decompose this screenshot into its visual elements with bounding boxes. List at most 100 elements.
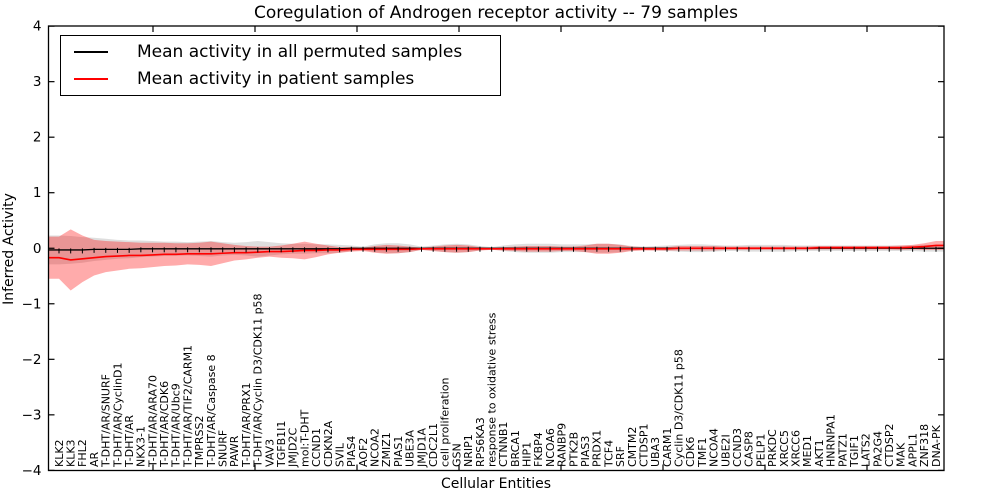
x-tick-label: PIAS1 [392,436,405,467]
x-tick-label: CCND3 [731,428,744,467]
chart-title: Coregulation of Androgen receptor activi… [253,3,739,23]
y-tick-label: 0 [33,241,42,257]
x-tick-label: PATZ1 [836,433,849,467]
x-tick-label: UBE2I [719,434,732,467]
x-tick-label: CCND1 [310,428,323,467]
y-tick-label: −4 [22,463,42,479]
x-tick-label: CDK6 [684,437,697,467]
x-tick-label: TCF4 [602,440,615,468]
x-tick-label: NCOA4 [708,428,721,467]
x-tick-label: APPL1 [906,433,919,467]
x-tick-label: mol:T-DHT [298,409,311,467]
x-tick-label: PRDX1 [591,430,604,467]
x-tick-label: NRIP1 [462,434,475,467]
x-tick-label: KLK3 [64,439,77,467]
x-tick-label: HIP1 [521,442,534,467]
x-tick-label: T-DHT/AR/Ubc9 [170,383,183,468]
x-tick-label: NCOA2 [369,428,382,467]
x-tick-label: T-DHT/AR/SNURF [100,374,113,468]
x-tick-label: PELP1 [754,434,767,467]
y-tick-label: 4 [33,19,42,35]
x-tick-label: RPS6KA3 [474,417,487,467]
permuted-band [48,235,944,265]
x-tick-label: ZNF318 [918,424,931,467]
x-tick-label: JMJD1A [415,428,428,468]
x-tick-label: response to oxidative stress [485,312,498,467]
y-tick-label: −3 [22,407,42,423]
x-tick-label: PTK2B [567,432,580,467]
x-tick-label: SRF [614,446,627,467]
x-tick-label: CMTM2 [626,427,639,467]
x-tick-label: DNA-PK [930,424,943,467]
y-tick-label: −1 [22,296,42,312]
x-tick-label: T-DHT/AR/CDK6 [158,381,171,468]
patient-band [48,229,944,291]
patient-mean-line [48,244,944,261]
x-tick-label: cell proliferation [439,377,452,467]
x-tick-label: AR [88,451,101,467]
x-tick-label: CTDSP1 [637,424,650,467]
x-tick-label: CDKN2A [322,420,335,467]
x-tick-label: BRCA1 [509,430,522,467]
x-tick-label: TMPRSS2 [193,416,206,468]
x-tick-label: T-DHT/AR/ARA70 [146,375,159,468]
x-tick-label: VAV3 [263,439,276,467]
x-tick-label: PA2G4 [871,431,884,467]
legend-item-patient: Mean activity in patient samples [61,66,500,94]
x-axis-label: Cellular Entities [440,476,552,492]
x-tick-label: HNRNPA1 [825,414,838,467]
x-tick-label: NKX3-1 [135,426,148,467]
x-tick-label: CASP8 [743,431,756,467]
patient-line-swatch [74,78,108,81]
x-tick-label: T-DHT/AR/CyclinD1 [111,362,124,468]
y-tick-label: 2 [33,130,42,146]
x-tick-label: ZMIZ1 [380,432,393,467]
permuted-line-swatch [74,50,108,53]
x-tick-label: PIAS4 [345,436,358,467]
x-tick-label: CDC2L1 [427,423,440,467]
y-tick-label: −2 [22,352,42,368]
x-tick-label: GSN [450,443,463,467]
x-tick-label: PAWR [228,435,241,467]
x-tick-label: T-DHT/AR/TIF2/CARM1 [181,345,194,468]
x-tick-label: UBA3 [649,437,662,467]
x-tick-label: T-DHT/AR/Cyclin D3/CDK11 p58 [252,293,265,468]
y-tick-label: 1 [33,185,42,201]
legend-label-patient: Mean activity in patient samples [137,69,415,90]
x-tick-label: T-DHT/AR [123,415,136,468]
x-tick-label: UBE3A [404,429,417,467]
x-tick-label: TGFB1I1 [275,421,288,468]
x-tick-label: RANBP9 [556,423,569,467]
x-tick-label: PIAS3 [579,436,592,467]
x-tick-label: AKT1 [813,439,826,467]
x-tick-label: KLK2 [53,439,66,467]
x-tick-label: CTDSP2 [883,424,896,467]
x-tick-label: PRKDC [766,429,779,467]
x-tick-label: CARM1 [661,428,674,467]
x-tick-label: CTNNB1 [497,422,510,467]
x-tick-label: XRCC6 [789,430,802,467]
x-tick-label: MED1 [801,435,814,467]
legend: Mean activity in all permuted samples Me… [60,35,501,96]
y-tick-label: 3 [33,74,42,90]
x-tick-label: LATS2 [860,433,873,467]
x-tick-label: SVIL [333,442,346,467]
x-tick-label: T-DHT/AR/PRX1 [240,382,253,468]
x-tick-label: SNURF [217,430,230,467]
x-tick-label: FHL2 [76,439,89,467]
x-tick-label: XRCC5 [778,430,791,467]
x-tick-label: TGIF1 [848,435,861,468]
x-tick-label: Cyclin D3/CDK11 p58 [673,349,686,467]
y-axis-label: Inferred Activity [1,193,17,305]
x-tick-label: NCOA6 [544,428,557,467]
x-tick-label: AOF2 [357,438,370,467]
x-tick-label: MAK [895,442,908,467]
x-tick-label: JMJD2C [287,428,300,468]
legend-label-permuted: Mean activity in all permuted samples [137,41,463,62]
x-tick-label: TMF1 [696,437,709,468]
x-tick-label: T-DHT/AR/Caspase 8 [205,354,218,468]
x-tick-label: FKBP4 [532,432,545,467]
legend-item-permuted: Mean activity in all permuted samples [61,38,500,66]
